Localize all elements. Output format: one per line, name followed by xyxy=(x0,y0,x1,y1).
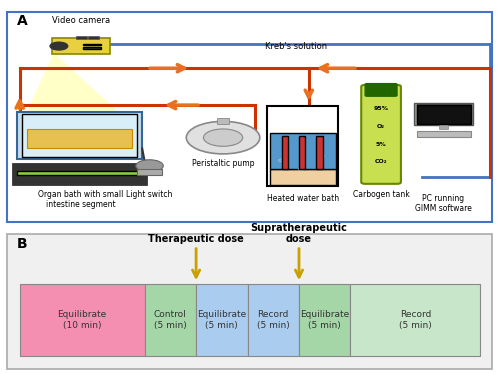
FancyBboxPatch shape xyxy=(267,106,338,187)
Text: Video camera: Video camera xyxy=(52,16,110,25)
Text: Light switch: Light switch xyxy=(126,190,172,199)
FancyBboxPatch shape xyxy=(299,136,306,169)
Text: 5%: 5% xyxy=(376,141,386,147)
Text: Therapeutic dose: Therapeutic dose xyxy=(148,234,244,244)
FancyBboxPatch shape xyxy=(416,104,470,122)
FancyBboxPatch shape xyxy=(22,114,138,157)
Text: B: B xyxy=(17,237,28,251)
FancyBboxPatch shape xyxy=(52,38,110,54)
Circle shape xyxy=(318,154,324,157)
Text: A: A xyxy=(17,14,28,28)
Text: Organ bath with small
intestine segment: Organ bath with small intestine segment xyxy=(38,190,123,209)
FancyBboxPatch shape xyxy=(196,285,248,356)
Text: 95%: 95% xyxy=(374,106,388,111)
Polygon shape xyxy=(24,53,122,116)
Circle shape xyxy=(136,160,164,172)
FancyBboxPatch shape xyxy=(84,47,100,49)
FancyBboxPatch shape xyxy=(365,84,397,96)
FancyBboxPatch shape xyxy=(350,285,480,356)
FancyBboxPatch shape xyxy=(414,103,473,125)
Text: Peristaltic pump: Peristaltic pump xyxy=(192,159,254,168)
FancyBboxPatch shape xyxy=(416,105,470,123)
FancyBboxPatch shape xyxy=(12,163,147,186)
Text: Equilibrate
(5 min): Equilibrate (5 min) xyxy=(197,310,246,331)
FancyBboxPatch shape xyxy=(361,85,401,184)
Text: Equilibrate
(5 min): Equilibrate (5 min) xyxy=(300,310,350,331)
Circle shape xyxy=(278,159,285,162)
Text: Kreb's solution: Kreb's solution xyxy=(264,42,327,51)
FancyBboxPatch shape xyxy=(20,285,144,356)
Text: Supratherapeutic
dose: Supratherapeutic dose xyxy=(250,223,348,244)
Text: Control
(5 min): Control (5 min) xyxy=(154,310,186,331)
Text: O₂: O₂ xyxy=(377,124,385,129)
FancyBboxPatch shape xyxy=(17,111,142,159)
Text: Record
(5 min): Record (5 min) xyxy=(257,310,290,331)
FancyBboxPatch shape xyxy=(8,234,492,369)
Circle shape xyxy=(298,168,305,171)
Text: PC running
GIMM software: PC running GIMM software xyxy=(415,194,472,214)
FancyBboxPatch shape xyxy=(217,118,230,123)
FancyBboxPatch shape xyxy=(144,285,196,356)
FancyBboxPatch shape xyxy=(438,123,448,129)
Circle shape xyxy=(50,42,68,50)
FancyBboxPatch shape xyxy=(17,171,142,175)
FancyBboxPatch shape xyxy=(84,44,100,46)
Text: Heated water bath: Heated water bath xyxy=(266,194,338,203)
FancyBboxPatch shape xyxy=(88,36,99,39)
FancyBboxPatch shape xyxy=(27,129,132,148)
FancyBboxPatch shape xyxy=(248,285,299,356)
Text: Record
(5 min): Record (5 min) xyxy=(399,310,432,331)
FancyBboxPatch shape xyxy=(416,131,470,137)
Circle shape xyxy=(204,129,242,146)
Text: Equilibrate
(10 min): Equilibrate (10 min) xyxy=(58,310,107,331)
FancyBboxPatch shape xyxy=(270,133,336,169)
FancyBboxPatch shape xyxy=(138,169,162,175)
FancyBboxPatch shape xyxy=(8,12,492,222)
FancyBboxPatch shape xyxy=(316,136,322,169)
FancyBboxPatch shape xyxy=(76,36,87,39)
Text: CO₂: CO₂ xyxy=(375,159,388,164)
Text: Carbogen tank: Carbogen tank xyxy=(352,190,410,199)
Circle shape xyxy=(186,121,260,154)
FancyBboxPatch shape xyxy=(299,285,350,356)
FancyBboxPatch shape xyxy=(270,169,336,186)
FancyBboxPatch shape xyxy=(282,136,288,169)
